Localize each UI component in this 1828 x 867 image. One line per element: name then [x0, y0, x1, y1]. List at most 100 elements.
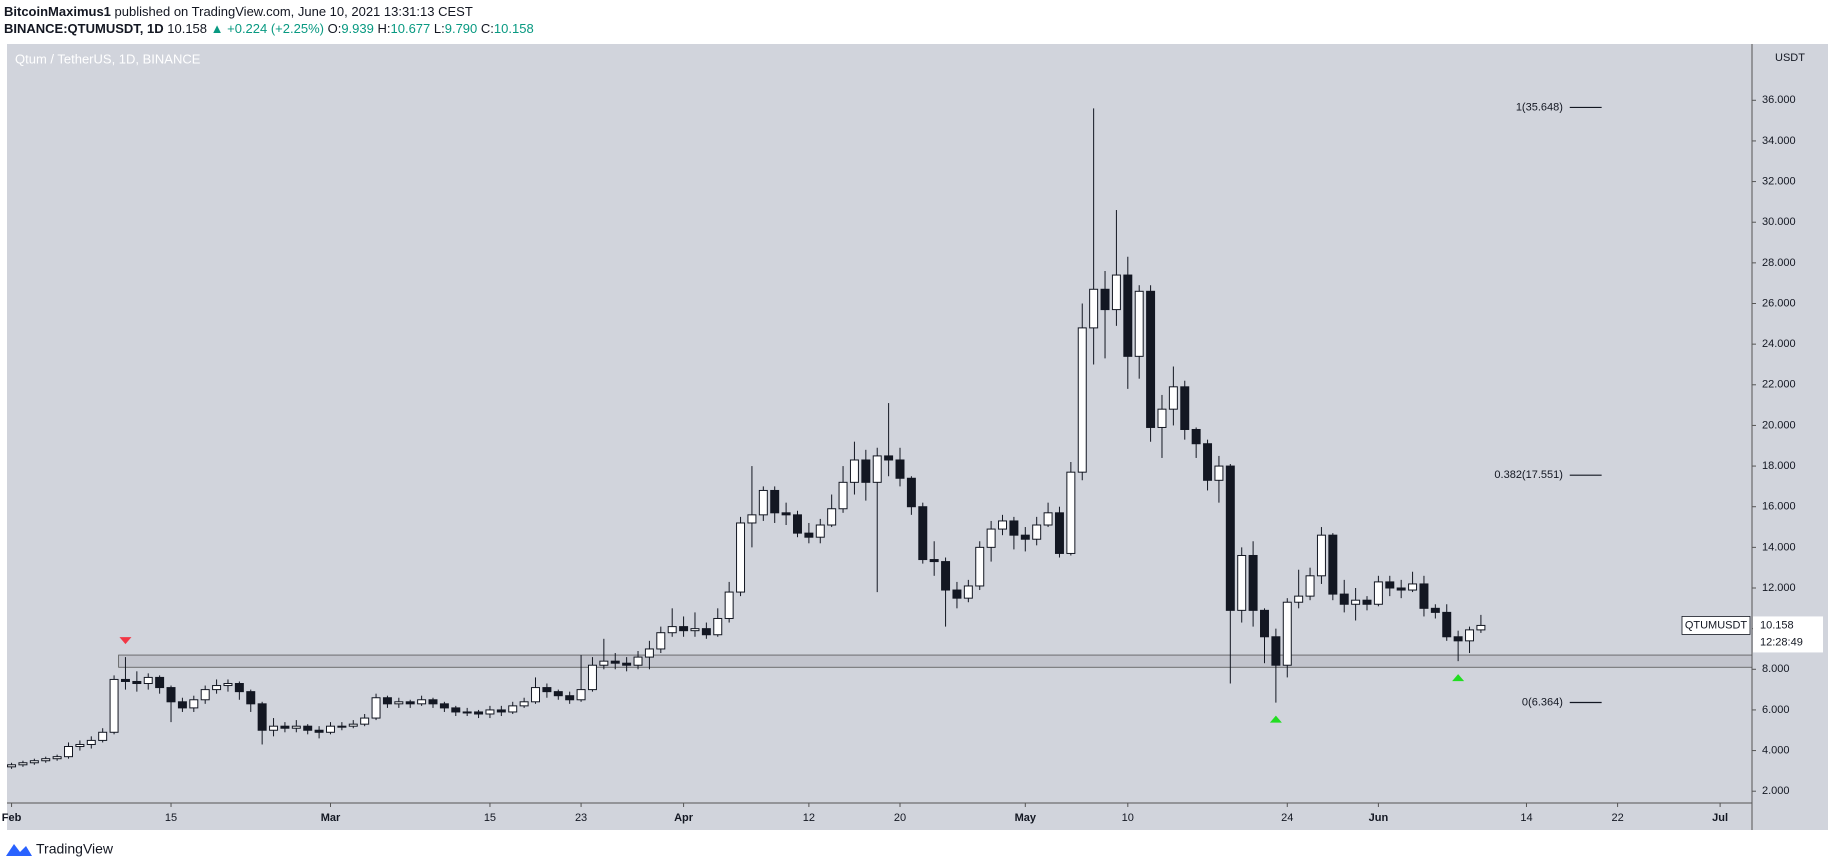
candle-body	[747, 514, 757, 524]
candle-body	[303, 725, 313, 731]
candle-body	[644, 648, 654, 658]
candle-body	[736, 522, 746, 593]
candle-body	[1351, 599, 1361, 605]
candle-body	[633, 656, 643, 666]
y-tick-label: 16.000	[1762, 501, 1796, 513]
y-tick-label: 26.000	[1762, 297, 1796, 309]
candle-body	[1282, 601, 1292, 666]
x-tick-label: Feb	[2, 812, 22, 824]
y-tick-label: 20.000	[1762, 419, 1796, 431]
candle-body	[508, 705, 518, 713]
candle-body	[1430, 607, 1440, 613]
candle-body	[371, 697, 381, 719]
y-tick-label: 34.000	[1762, 135, 1796, 147]
time-axis	[7, 803, 1752, 830]
logo	[6, 844, 32, 856]
candle-body	[1396, 587, 1406, 591]
y-tick-label: 2.000	[1762, 785, 1790, 797]
candle-body	[793, 514, 802, 534]
candle-body	[280, 725, 290, 729]
candle-body	[1225, 465, 1235, 611]
price-axis	[1752, 44, 1828, 830]
candle-body	[1009, 520, 1019, 536]
y-tick-label: 28.000	[1762, 257, 1796, 269]
candle-body	[75, 743, 85, 748]
candle-body	[177, 701, 187, 709]
candle-body	[485, 709, 495, 715]
candle-body	[553, 691, 563, 697]
fib-label: 0.382(17.551)	[1494, 469, 1563, 481]
candle-body	[348, 723, 358, 727]
candle-body	[1077, 327, 1087, 473]
candle-body	[1111, 274, 1121, 311]
l-val: 9.790	[445, 21, 478, 36]
x-tick-label: 12	[803, 812, 815, 824]
y-tick-label: 12.000	[1762, 582, 1796, 594]
x-tick-label: Jun	[1369, 812, 1389, 824]
change: ▲ +0.224 (+2.25%)	[211, 21, 324, 36]
candle-body	[189, 699, 199, 709]
published: published on TradingView.com, June 10, 2…	[115, 4, 473, 19]
candle-body	[918, 506, 928, 561]
candle-body	[451, 707, 461, 713]
candle-body	[713, 617, 723, 636]
candle-body	[1157, 408, 1167, 428]
fib-label: 1(35.648)	[1516, 101, 1563, 113]
candle-body	[155, 676, 165, 689]
candle-body	[1419, 583, 1429, 609]
candle-body	[1442, 611, 1452, 638]
candle-body	[998, 520, 1008, 530]
y-tick-label: 4.000	[1762, 744, 1790, 756]
candle-body	[405, 701, 415, 705]
candle-body	[109, 678, 119, 733]
candle-body	[200, 689, 210, 701]
candle-body	[622, 662, 632, 666]
candle-body	[52, 756, 62, 760]
candle-body	[872, 455, 882, 483]
candle-body	[906, 477, 916, 508]
candle-body	[1146, 290, 1156, 428]
candle-body	[656, 632, 666, 650]
candle-body	[291, 725, 301, 729]
candle-body	[679, 626, 689, 632]
candle-body	[18, 762, 28, 766]
y-tick-label: 18.000	[1762, 460, 1796, 472]
candle-body	[895, 459, 905, 479]
candle-body	[417, 699, 427, 705]
price: 10.158	[167, 21, 207, 36]
candle-body	[1100, 288, 1110, 311]
c-val: 10.158	[494, 21, 534, 36]
candle-body	[1294, 595, 1304, 603]
candle-body	[41, 758, 51, 762]
candle-body	[1043, 512, 1053, 526]
watermark: Qtum / TetherUS, 1D, BINANCE	[15, 51, 201, 66]
candle-body	[1089, 288, 1099, 329]
plot-area	[7, 44, 1752, 803]
candle-body	[439, 703, 449, 709]
countdown: 12:28:49	[1760, 636, 1803, 648]
candle-body	[428, 699, 438, 705]
candle-body	[337, 725, 347, 728]
y-tick-label: 24.000	[1762, 338, 1796, 350]
price-box	[1753, 616, 1823, 653]
candle-body	[610, 660, 620, 664]
candle-body	[599, 660, 609, 666]
y-tick-label: 36.000	[1762, 94, 1796, 106]
symbol-label: QTUMUSDT	[1685, 619, 1748, 631]
o-val: 9.939	[341, 21, 374, 36]
candle-body	[1339, 593, 1349, 605]
y-tick-label: 6.000	[1762, 704, 1790, 716]
candle-body	[64, 746, 73, 758]
candle-body	[166, 687, 176, 703]
x-tick-label: Apr	[674, 812, 694, 824]
x-tick-label: May	[1015, 812, 1037, 824]
candle-body	[758, 489, 768, 516]
x-tick-label: Mar	[321, 812, 341, 824]
candle-body	[246, 691, 256, 705]
candle-body	[690, 628, 700, 632]
candle-body	[827, 508, 837, 526]
y-tick-label: 8.000	[1762, 663, 1790, 675]
candle-body	[770, 489, 780, 514]
